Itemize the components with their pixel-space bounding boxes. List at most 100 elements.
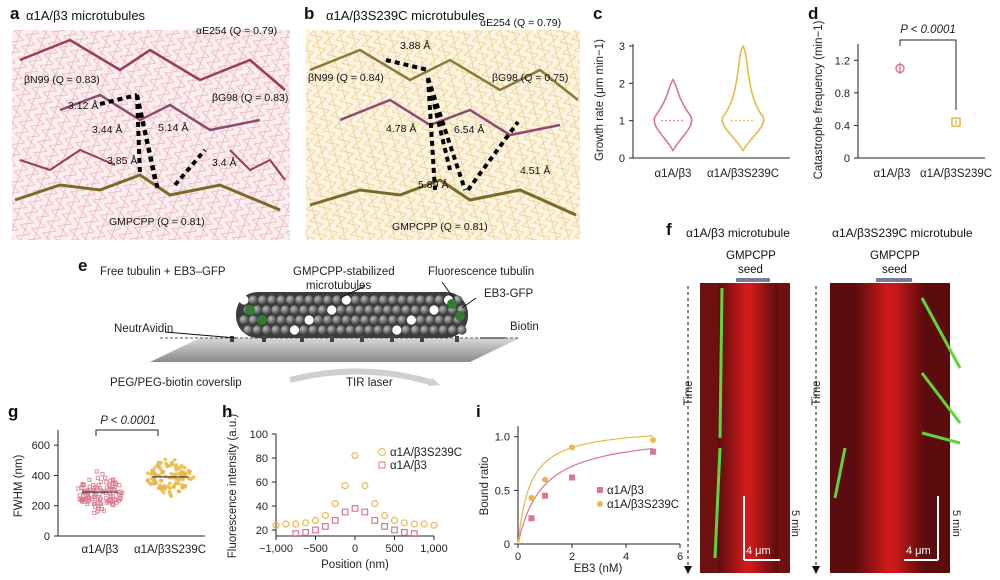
panel-e-schematic: Free tubulin + EB3–GFP GMPCPP-stabilized… [100, 266, 539, 389]
e-tubulin-subunit [416, 295, 426, 305]
e-tubulin-subunit [317, 305, 327, 315]
e-tubulin-subunit [378, 295, 389, 305]
e-tubulin-subunit [388, 295, 398, 305]
a-dist-3: 5.14 Å [158, 121, 188, 134]
g-point [104, 480, 109, 485]
g-point [114, 500, 119, 505]
panel-e-label: e [78, 256, 88, 275]
panel-d: d 0 0.4 0.8 1.2 P < 0.0001 Catastrophe freq… [800, 0, 1000, 200]
e-text-coverslip: PEG/PEG-biotin coverslip [110, 377, 242, 389]
panel-h-label: h [222, 402, 233, 421]
g-point [169, 471, 174, 476]
a-annot-ae254: αE254 (Q = 0.79) [196, 25, 277, 37]
h-xtick-label: 0 [352, 543, 358, 555]
h-ytick-label: 80 [256, 453, 268, 465]
e-tubulin-subunit [313, 295, 323, 305]
i-fit-wt [517, 447, 654, 545]
e-text-gmpcpp: GMPCPP-stabilized [293, 266, 395, 278]
g-point [96, 504, 101, 509]
i-point-mut [542, 476, 548, 483]
panel-f-label: f [666, 220, 672, 239]
d-cat-2: α1A/β3S239C [920, 168, 992, 180]
f-time-2: Time [811, 380, 823, 405]
g-point [110, 478, 115, 483]
e-tubulin-subunit [252, 305, 262, 315]
h-point-wt [410, 530, 418, 538]
e-tubulin-subunit [444, 315, 454, 325]
g-point [164, 461, 169, 466]
f-scale-t-2: 5 min [950, 510, 962, 537]
h-legend-1: α1A/β3S239C [390, 447, 462, 459]
a-dist-4: 3.85 Å [107, 154, 137, 167]
h-point-wt [361, 508, 369, 516]
panel-c-label: c [593, 4, 603, 23]
f-seed2-label-b: seed [882, 264, 907, 276]
g-point [181, 477, 185, 482]
i-point-mut [569, 444, 575, 451]
d-pvalue: P < 0.0001 [900, 24, 956, 36]
e-tubulin-subunit [382, 325, 393, 335]
e-tubulin-subunit [410, 305, 420, 315]
e-tubulin-subunit [355, 305, 365, 315]
h-point-mut [351, 451, 359, 460]
panel-b-structure: 3.88 Å αE254 (Q = 0.79) βN99 (Q = 0.84) … [306, 17, 580, 240]
e-tubulin-subunit [425, 295, 435, 305]
g-point [170, 460, 174, 465]
g-point [104, 485, 109, 490]
i-legend-marker-2 [597, 501, 603, 507]
e-tubulin-subunit [388, 315, 398, 325]
panel-i: i 0 0.5 1.0 0 2 4 6 α1A/β3 α1A/β3S239C Bound r… [470, 400, 683, 580]
e-tubulin-subunit [289, 305, 300, 315]
h-point-mut [282, 520, 290, 528]
e-tubulin-subunit [369, 315, 379, 325]
h-point-wt [321, 522, 329, 530]
g-point [92, 502, 97, 507]
g-point [108, 498, 113, 503]
h-legend-marker-2 [378, 461, 386, 469]
e-tubulin-subunit [364, 305, 374, 315]
h-point-mut [371, 499, 379, 508]
g-point [156, 486, 161, 491]
d-cat-1: α1A/β3 [874, 168, 911, 180]
c-cat-1: α1A/β3 [655, 168, 692, 180]
f-seed1-label: GMPCPP [726, 250, 776, 262]
h-point-mut [341, 481, 349, 490]
g-point [167, 481, 172, 486]
h-xtick-label: 1,000 [420, 543, 448, 555]
a-dist-1: 3.12 Å [68, 99, 98, 112]
h-ytick-label: 60 [256, 477, 268, 489]
e-neutravidin-anchor [390, 336, 394, 342]
g-point [77, 493, 82, 498]
d-ytick-label: 0.8 [835, 88, 850, 100]
g-point [83, 497, 88, 502]
g-point [98, 501, 103, 506]
h-point-wt [292, 530, 300, 538]
i-fit-mut [517, 435, 654, 545]
e-text-tir: TIR laser [346, 377, 393, 389]
g-point [110, 502, 115, 507]
i-xtick-label: 2 [569, 551, 575, 563]
b-dist-5: 4.51 Å [520, 164, 550, 177]
i-ytick-label: 0.5 [495, 485, 510, 497]
panel-d-label: d [808, 4, 819, 23]
e-tubulin-subunit [299, 325, 309, 335]
h-ytick-label: 20 [256, 525, 268, 537]
e-text-neutravidin: NeutrAvidin [114, 323, 173, 335]
g-ytick-label: 400 [32, 470, 50, 482]
e-tubulin-subunit [295, 295, 305, 305]
e-tubulin-subunit [308, 325, 318, 335]
g-point [177, 471, 181, 476]
e-tubulin-subunit [457, 325, 467, 335]
e-tubulin-subunit [401, 305, 411, 315]
h-point-wt [371, 516, 379, 524]
i-ytick-label: 1.0 [495, 432, 510, 444]
e-tubulin-subunit [341, 295, 351, 305]
b-dist-4: 5.89 Å [418, 178, 448, 191]
e-tubulin-subunit [401, 325, 411, 335]
e-tubulin-subunit [341, 315, 351, 325]
e-tubulin-subunit [434, 295, 444, 305]
panel-d-chart: 0 0.4 0.8 1.2 P < 0.0001 Catastrophe freque… [813, 20, 992, 180]
c-violin-1 [653, 78, 693, 153]
a-dist-2: 3.44 Å [92, 123, 122, 136]
i-point-mut [650, 436, 656, 443]
